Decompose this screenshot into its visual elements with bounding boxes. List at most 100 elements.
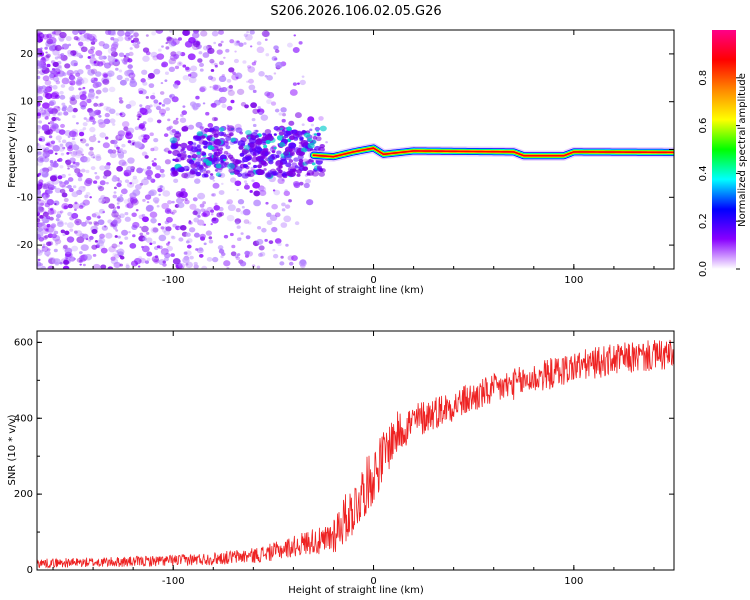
noise-blob [136,34,139,37]
signal-blob [293,157,299,162]
noise-blob [97,103,102,108]
noise-blob [103,169,112,177]
noise-blob [145,169,154,177]
noise-blob [195,248,199,251]
noise-blob [129,80,138,88]
noise-blob [102,43,110,50]
noise-blob [150,226,159,234]
noise-blob [88,135,97,143]
signal-blob [238,160,242,164]
noise-blob [213,205,221,211]
signal-blob [262,162,268,167]
signal-blob [311,162,316,166]
noise-blob [148,83,155,89]
noise-blob [184,40,193,48]
signal-blob [276,150,282,155]
noise-blob [274,108,280,113]
noise-blob [118,99,124,104]
noise-blob [88,151,94,156]
noise-blob [51,233,57,238]
noise-blob [37,258,41,262]
noise-blob [113,38,119,44]
noise-blob [61,47,65,50]
noise-blob [130,260,139,267]
noise-blob [214,64,218,68]
noise-blob [124,77,130,82]
noise-blob [280,222,288,228]
noise-blob [273,45,279,51]
noise-blob [127,58,133,63]
noise-blob [126,202,134,209]
noise-blob [160,81,164,85]
noise-blob [60,84,66,88]
y-tick-label: 200 [14,489,33,500]
signal-blob [270,170,278,176]
signal-blob [281,172,287,177]
signal-blob [214,169,218,172]
noise-blob [61,77,70,85]
noise-blob [264,38,268,41]
noise-blob [234,182,238,185]
noise-blob [131,198,139,206]
noise-blob [79,100,88,108]
noise-blob [72,115,76,119]
noise-blob [47,189,53,195]
signal-blob [278,165,283,169]
signal-blob [203,145,208,149]
signal-blob [189,170,196,175]
noise-blob [299,263,306,269]
noise-blob [89,116,96,123]
noise-blob [81,233,89,240]
noise-blob [125,264,130,269]
noise-blob [191,43,200,51]
noise-blob [203,242,207,246]
noise-blob [67,177,74,182]
colorbar-tick-label: 0.2 [698,213,709,229]
signal-blob [180,142,188,149]
noise-blob [199,68,204,72]
noise-blob [164,71,169,75]
noise-blob [282,113,286,117]
noise-blob [54,56,59,60]
noise-blob [38,151,47,159]
noise-blob [75,80,82,86]
noise-blob [108,203,115,209]
noise-blob [79,32,83,35]
signal-blob [245,155,252,161]
noise-blob [58,129,66,135]
noise-blob [140,78,146,83]
signal-blob [312,136,318,140]
noise-blob [64,230,70,235]
noise-blob [61,72,67,77]
spectrogram-y-label: Frequency (Hz) [7,112,18,188]
noise-blob [110,256,116,261]
noise-blob [79,251,83,255]
noise-blob [73,70,79,75]
noise-blob [37,189,41,195]
noise-blob [142,216,149,223]
noise-blob [85,169,90,174]
noise-blob [63,180,69,185]
signal-blob [268,159,274,165]
noise-blob [47,166,53,171]
x-tick-label: 100 [564,576,583,587]
noise-blob [143,176,148,180]
noise-blob [57,54,64,59]
colorbar-tick-label: 0.8 [698,70,709,86]
noise-blob [198,253,204,258]
signal-blob [286,126,292,132]
noise-blob [38,120,43,124]
noise-blob [227,204,236,212]
noise-blob [147,72,155,79]
noise-blob [185,67,191,72]
noise-blob [223,260,231,267]
noise-blob [52,61,59,68]
noise-blob [83,156,91,163]
noise-blob [110,37,115,41]
noise-blob [117,207,120,210]
noise-blob [69,95,77,102]
noise-blob [129,74,133,77]
noise-blob [246,80,249,83]
noise-blob [84,253,93,261]
signal-blob [255,129,259,133]
